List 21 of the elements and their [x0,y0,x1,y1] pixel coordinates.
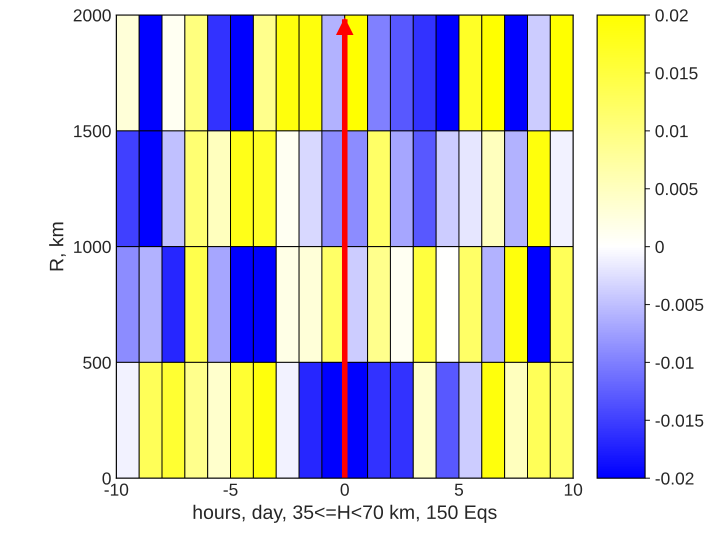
y-tick-label: 1000 [74,240,111,254]
color-bar-label: 0.015 [655,67,698,80]
x-tick-label: -10 [104,484,128,496]
color-bar-label: -0.02 [656,472,694,485]
color-bar-label: -0.01 [656,356,694,369]
x-tick-label: -5 [224,484,238,496]
color-bar-label: 0 [655,240,664,254]
color-bar-label: -0.005 [656,298,704,311]
y-tick-label: 1500 [74,125,111,138]
x-tick-label: 10 [564,484,582,496]
color-bar-label: 0.02 [655,9,688,22]
x-tick-label: 5 [454,484,464,496]
x-tick-label: 0 [340,484,349,496]
y-tick-label: 2000 [74,9,111,22]
color-bar-label: 0.01 [655,125,688,138]
y-tick-label: 0 [102,472,111,485]
color-bar-label: -0.015 [656,414,704,427]
y-axis-title: R, km [49,222,66,270]
x-axis-title: hours, day, 35<=H<70 km, 150 Eqs [194,504,497,523]
color-bar-label: 0.005 [655,182,698,196]
y-tick-label: 500 [83,356,111,369]
